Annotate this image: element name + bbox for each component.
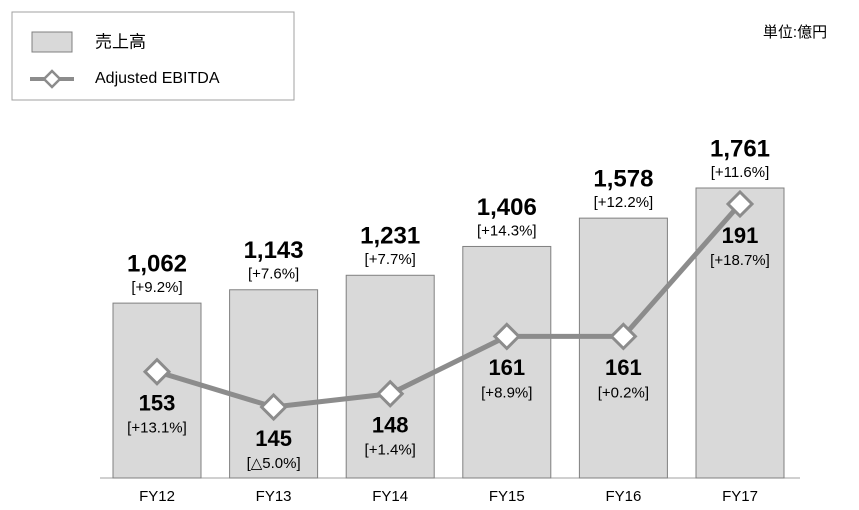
bar-growth-label: [+9.2%] (131, 279, 182, 296)
legend-label: Adjusted EBITDA (95, 70, 220, 87)
x-tick-label: FY13 (256, 488, 292, 505)
ebitda-growth-label: [△5.0%] (247, 455, 301, 472)
bar-value-label: 1,406 (477, 194, 537, 221)
x-tick-label: FY12 (139, 488, 175, 505)
ebitda-growth-label: [+0.2%] (598, 384, 649, 401)
bar-value-label: 1,761 (710, 135, 770, 162)
ebitda-growth-label: [+13.1%] (127, 420, 187, 437)
bar (229, 289, 319, 479)
ebitda-growth-label: [+18.7%] (710, 252, 770, 269)
bar-value-label: 1,231 (360, 223, 420, 250)
x-tick-label: FY16 (605, 488, 641, 505)
x-tick-label: FY17 (722, 488, 758, 505)
ebitda-marker (259, 392, 288, 422)
unit-label: 単位:億円 (763, 24, 827, 41)
ebitda-marker (609, 322, 638, 351)
legend-label: 売上高 (95, 32, 146, 51)
ebitda-value-label: 191 (722, 223, 759, 248)
ebitda-value-label: 148 (372, 413, 409, 438)
ebitda-line (156, 202, 742, 410)
ebitda-marker (725, 189, 755, 219)
legend-swatch-bar (31, 31, 73, 53)
x-tick-label: FY15 (489, 488, 525, 505)
ebitda-marker (142, 357, 172, 386)
bar-growth-label: [+7.6%] (248, 266, 299, 283)
bar-growth-label: [+12.2%] (594, 194, 654, 211)
bar (462, 245, 552, 479)
ebitda-marker (492, 322, 521, 351)
ebitda-value-label: 161 (605, 355, 642, 380)
ebitda-value-label: 161 (488, 355, 525, 380)
ebitda-growth-label: [+1.4%] (365, 442, 416, 459)
ebitda-growth-label: [+8.9%] (481, 384, 532, 401)
ebitda-value-label: 145 (255, 426, 292, 451)
bar-value-label: 1,062 (127, 250, 187, 277)
bar (112, 302, 202, 479)
x-tick-label: FY14 (372, 488, 408, 505)
ebitda-marker (376, 379, 405, 408)
bar-growth-label: [+14.3%] (477, 222, 537, 239)
bar-growth-label: [+7.7%] (365, 251, 416, 268)
bar-value-label: 1,578 (593, 165, 653, 192)
legend-box (11, 11, 295, 101)
ebitda-value-label: 153 (139, 391, 176, 416)
bar (578, 217, 668, 479)
bar-growth-label: [+11.6%] (711, 164, 770, 181)
bar-value-label: 1,143 (244, 237, 304, 264)
legend-swatch-marker (42, 69, 62, 89)
